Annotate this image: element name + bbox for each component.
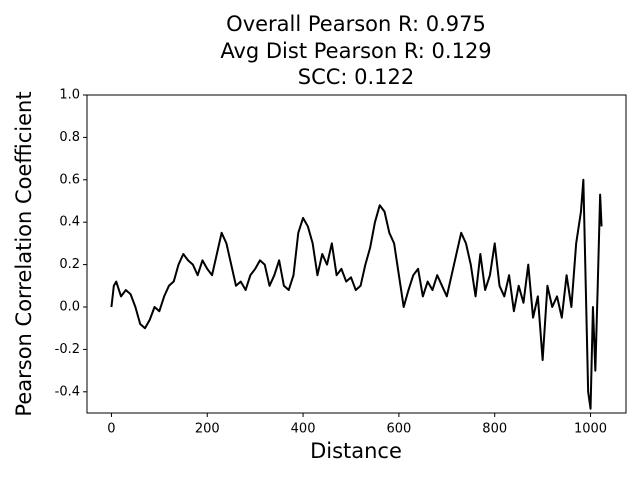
y-tick-label: -0.2	[55, 342, 80, 357]
x-tick-label: 1000	[574, 422, 607, 437]
x-tick-label: 200	[195, 422, 220, 437]
plot-frame	[86, 94, 627, 414]
y-tick-label: 0.8	[59, 130, 80, 145]
y-axis-label: Pearson Correlation Coefficient	[12, 91, 36, 416]
chart-title: Overall Pearson R: 0.975	[226, 12, 486, 36]
y-tick-label: 1.0	[59, 88, 80, 103]
x-tick-label: 0	[107, 422, 115, 437]
x-tick-label: 400	[291, 422, 316, 437]
chart-title: Avg Dist Pearson R: 0.129	[220, 39, 491, 63]
x-tick-label: 600	[386, 422, 411, 437]
y-tick-label: 0.0	[59, 300, 80, 315]
data-line	[110, 178, 603, 410]
y-tick-label: 0.4	[59, 215, 80, 230]
x-tick-label: 800	[482, 422, 507, 437]
y-tick-label: 0.6	[59, 172, 80, 187]
y-tick-label: -0.4	[55, 384, 80, 399]
y-tick-label: 0.2	[59, 257, 80, 272]
chart-title: SCC: 0.122	[298, 65, 415, 89]
x-axis-label: Distance	[310, 439, 402, 463]
